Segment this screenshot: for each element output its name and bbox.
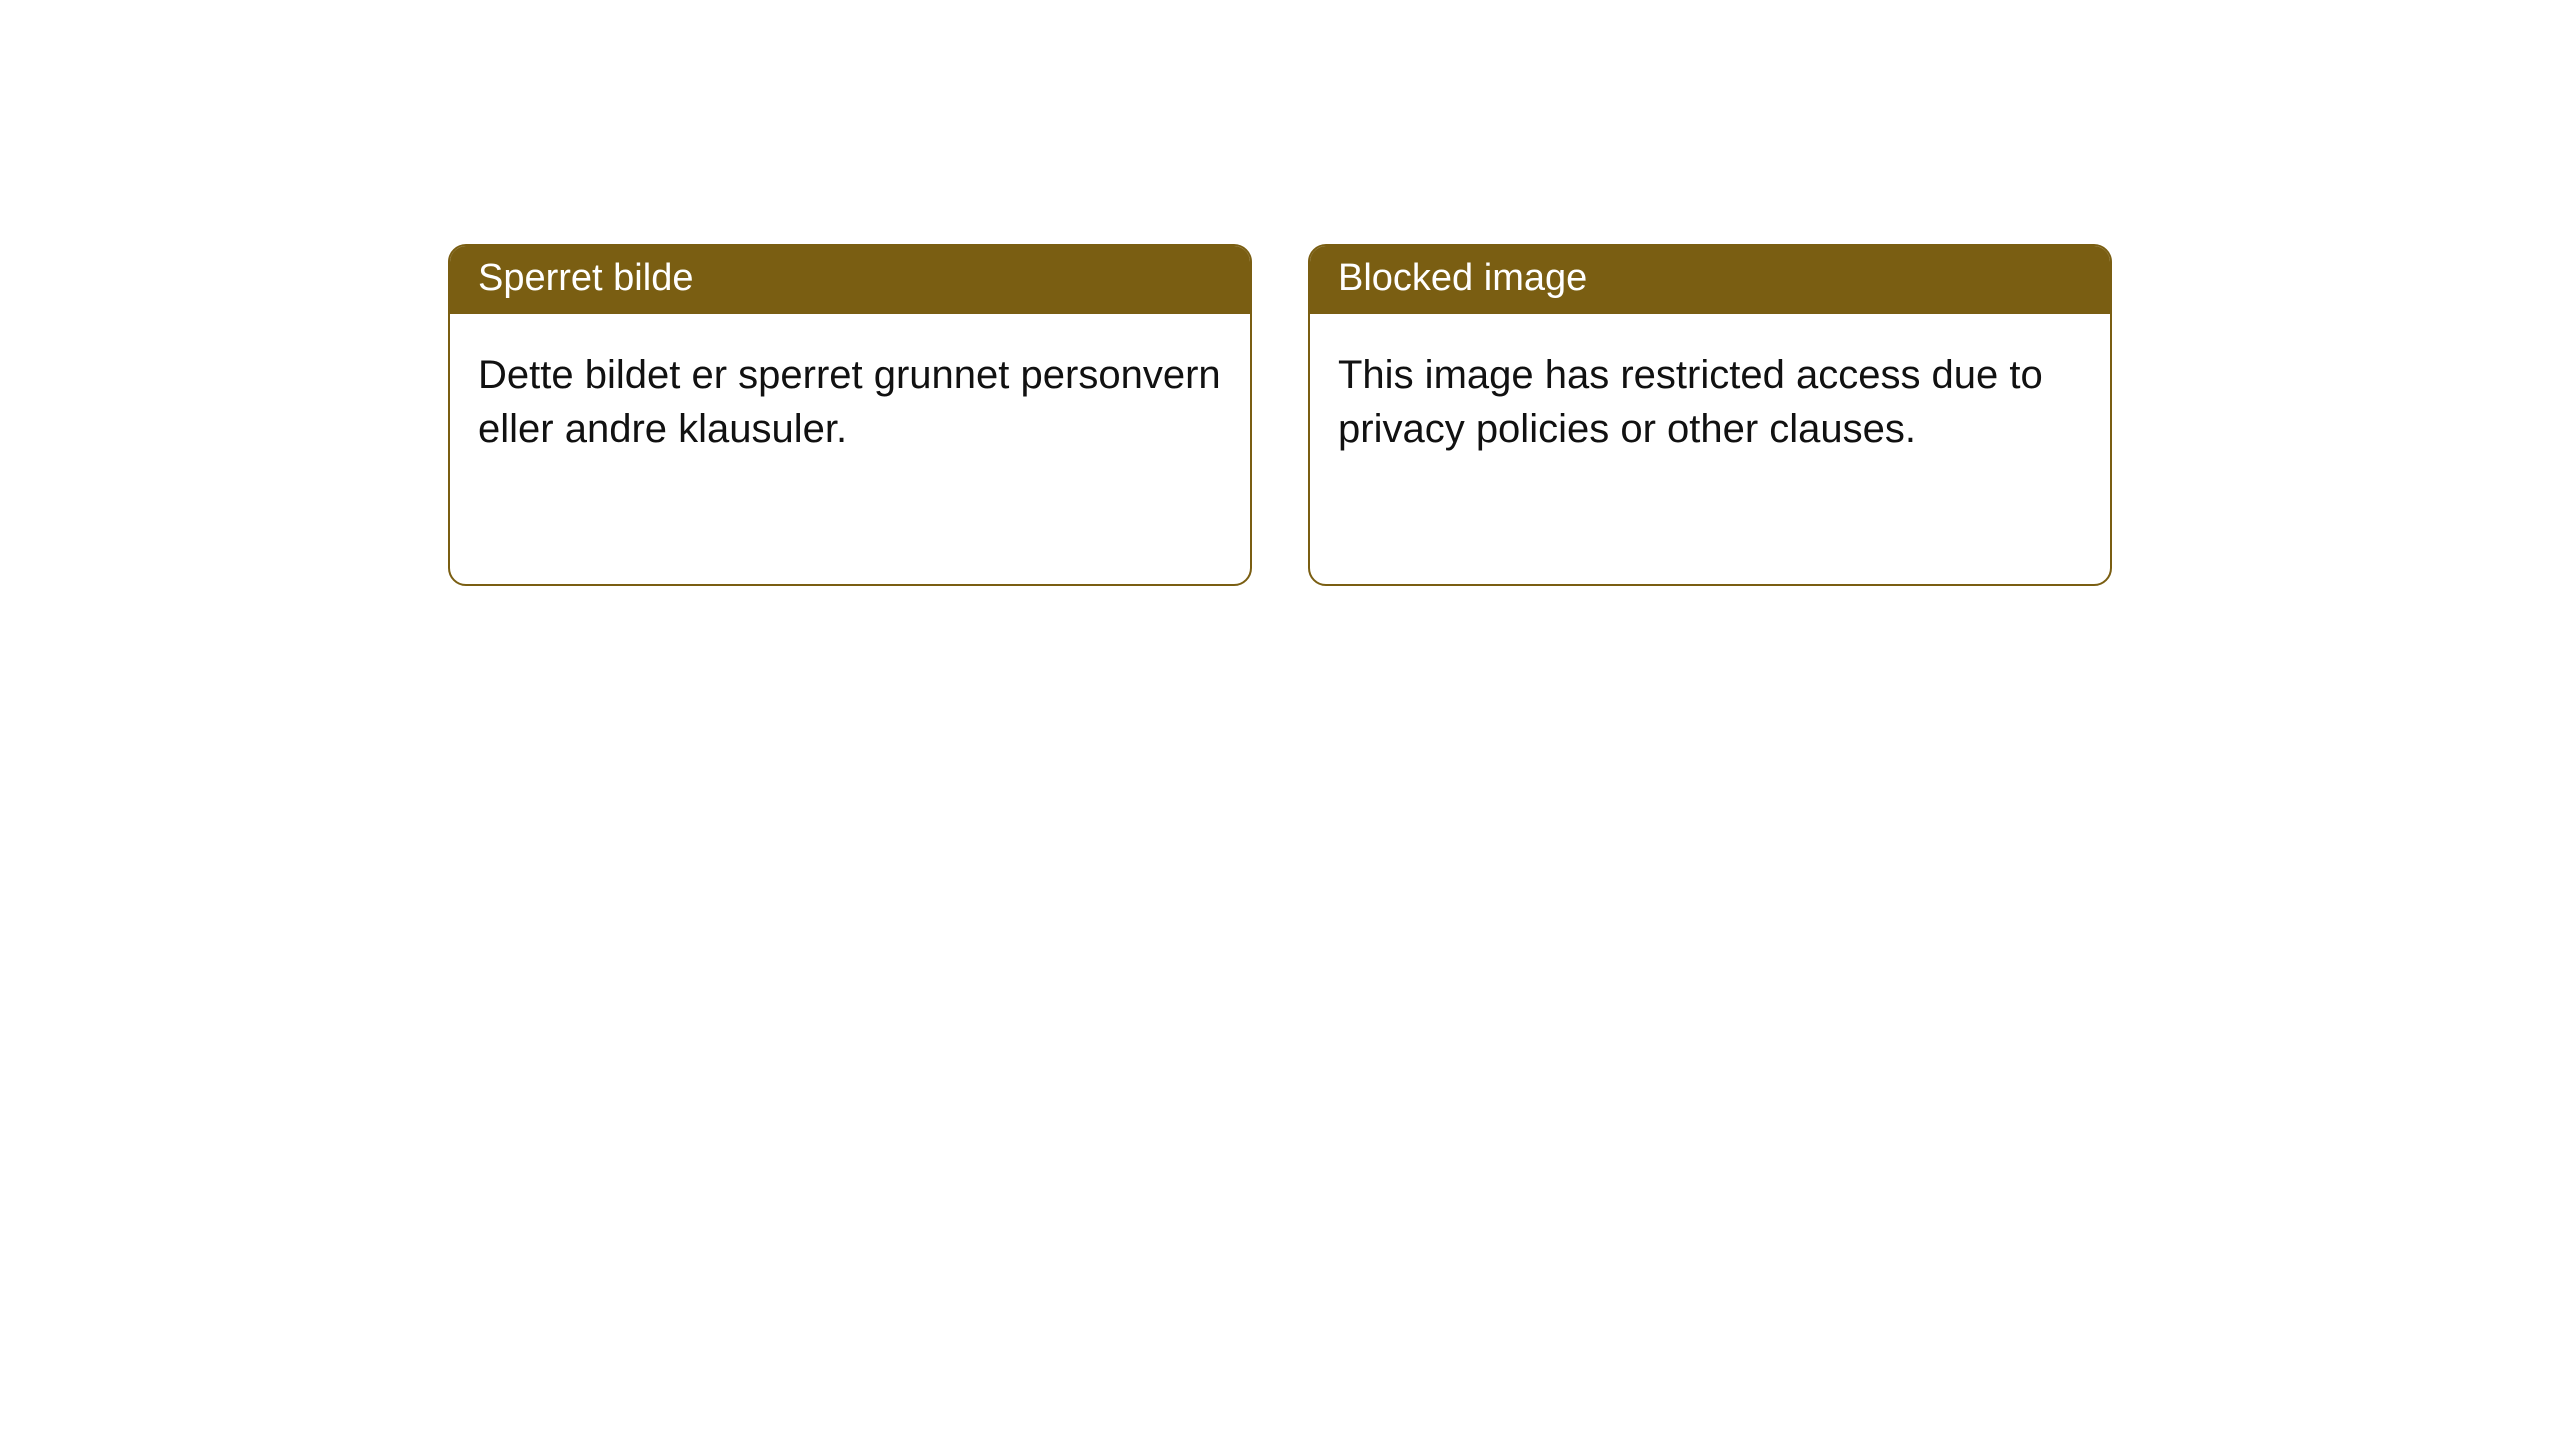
notice-header: Sperret bilde bbox=[450, 246, 1250, 314]
notice-card-english: Blocked image This image has restricted … bbox=[1308, 244, 2112, 586]
notice-container: Sperret bilde Dette bildet er sperret gr… bbox=[448, 244, 2112, 586]
notice-body: This image has restricted access due to … bbox=[1310, 314, 2110, 584]
notice-body: Dette bildet er sperret grunnet personve… bbox=[450, 314, 1250, 584]
notice-card-norwegian: Sperret bilde Dette bildet er sperret gr… bbox=[448, 244, 1252, 586]
notice-header: Blocked image bbox=[1310, 246, 2110, 314]
